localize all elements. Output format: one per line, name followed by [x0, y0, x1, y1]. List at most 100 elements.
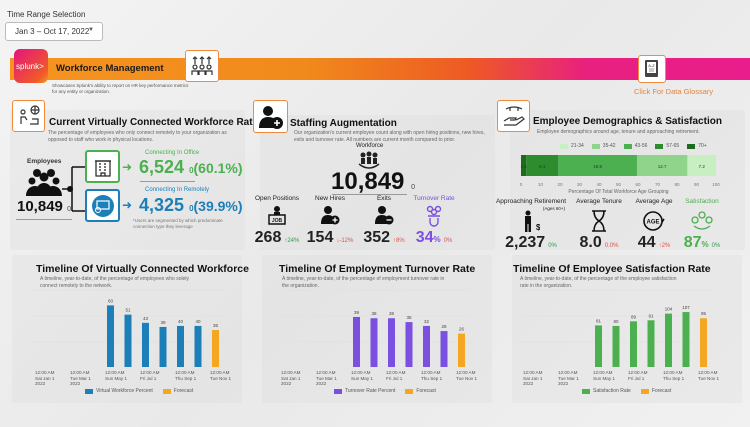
- hand-care-icon: [497, 100, 530, 132]
- metric-label: Turnover Rate: [413, 195, 455, 202]
- x-tick-label: 12:00 AM Sun May 1: [105, 370, 127, 381]
- glossary-book-icon[interactable]: A-Z: [638, 55, 666, 83]
- bar[interactable]: [388, 318, 395, 367]
- workforce-value: 10,849 0: [331, 168, 415, 195]
- staffing-metric-turnover-rate: Turnover Rate 34% 0%: [409, 195, 459, 247]
- add-person-icon: [253, 100, 288, 133]
- legend-swatch: [405, 388, 414, 394]
- forecast-bar[interactable]: [212, 330, 219, 367]
- connector-bracket: [62, 166, 86, 212]
- bar[interactable]: [682, 312, 690, 367]
- staffing-metric-exits: Exits 352 ↑8%: [359, 195, 409, 247]
- legend-swatch: [655, 143, 664, 149]
- metric-label: Exits: [376, 195, 392, 202]
- time-range-dropdown[interactable]: Jan 3 – Oct 17, 2022 ▼: [5, 22, 103, 41]
- legend-item[interactable]: Forecast: [162, 388, 193, 394]
- legend-item[interactable]: Virtual Workforce Percent: [85, 388, 153, 394]
- data-label: 60: [108, 298, 114, 303]
- bar[interactable]: [370, 318, 378, 367]
- data-label: 38: [371, 311, 377, 316]
- legend-swatch: [162, 388, 171, 394]
- tick-label: 10: [538, 182, 544, 187]
- employees-value: 10,849 0: [17, 198, 71, 215]
- data-label: 43: [143, 316, 149, 321]
- data-label: 35: [406, 315, 412, 320]
- bar[interactable]: [665, 313, 672, 367]
- legend-item: 70+: [687, 143, 707, 149]
- legend-item[interactable]: Forecast: [405, 388, 436, 394]
- employees-group-icon: [26, 168, 62, 203]
- connected-panel: [10, 110, 245, 250]
- segment-label: 19.8: [593, 164, 602, 169]
- data-label: 104: [665, 307, 673, 312]
- legend-item[interactable]: Forecast: [640, 388, 671, 394]
- chart-legend: Virtual Workforce Percent Forecast: [85, 388, 193, 394]
- job-podium-icon: JOB: [252, 205, 302, 227]
- remote-value: 4,325 0(39.9%): [139, 195, 243, 215]
- bar[interactable]: [440, 331, 448, 367]
- bar[interactable]: [647, 320, 655, 367]
- legend-item[interactable]: Satisfaction Rate: [582, 388, 631, 394]
- segment-label: 12.7: [658, 164, 667, 169]
- bar[interactable]: [630, 321, 637, 367]
- segment-label: 7.2: [699, 164, 706, 169]
- arrow-right-icon: ➜: [122, 160, 133, 174]
- bar[interactable]: [177, 325, 184, 367]
- bar-chart: 39 38 38 35 32 28 26: [279, 289, 471, 367]
- chart-subtitle: A timeline, year-to-date, of the percent…: [282, 276, 445, 289]
- bar[interactable]: [159, 326, 167, 367]
- glossary-link[interactable]: Click For Data Glossary: [634, 87, 714, 96]
- tick-label: 20: [557, 182, 563, 187]
- data-label: 95: [701, 311, 707, 316]
- svg-text:$: $: [536, 223, 540, 232]
- bar[interactable]: [124, 314, 132, 367]
- x-tick-label: 12:00 AM Fri Jul 1: [140, 370, 160, 381]
- legend-swatch: [640, 388, 649, 394]
- retirement-cane-icon: $: [491, 210, 571, 232]
- age-segment-21-34: [687, 155, 716, 176]
- metric-value: 352 ↑8%: [363, 229, 405, 246]
- chart-subtitle: A timeline, year-to-date, of the percent…: [520, 276, 677, 289]
- divider: [16, 219, 72, 220]
- age-stacked-bar-chart: 1.3 8.1 19.8 12.7 7.2 0 10 20 30 40 50 60 70 80 90 100 P…: [520, 155, 720, 195]
- age-segment-57-65: [526, 155, 559, 176]
- metric-value: 154 ↓-12%: [306, 229, 354, 246]
- time-range-value: Jan 3 – Oct 17, 2022: [15, 27, 90, 36]
- metric-value: 268 ↑24%: [254, 229, 300, 246]
- metric-value: 8.0 0.0%: [579, 234, 619, 251]
- bar[interactable]: [194, 325, 202, 367]
- bar[interactable]: [142, 322, 149, 367]
- svg-text:JOB: JOB: [272, 218, 283, 224]
- bar[interactable]: [423, 325, 430, 367]
- staffing-title: Staffing Augmentation: [290, 118, 397, 129]
- x-tick-label: 12:00 AM Tue Mar 1 2022: [70, 370, 91, 387]
- bar-chart: 60 51 43 39 40 40 36: [33, 289, 225, 367]
- age-legend: 21-34 35-42 43-56 57-65 70+: [560, 143, 707, 149]
- legend-item: 57-65: [655, 143, 679, 149]
- data-label: 51: [125, 308, 131, 313]
- bar[interactable]: [107, 305, 114, 367]
- metric-value: 44 ↑2%: [637, 234, 671, 251]
- x-tick-label: 12:00 AM Sat Jan 1 2022: [35, 370, 55, 387]
- forecast-bar[interactable]: [458, 333, 465, 367]
- x-tick-label: 12:00 AM Tue Mar 1 2022: [558, 370, 579, 387]
- remote-monitor-icon: [85, 189, 120, 222]
- forecast-bar[interactable]: [700, 318, 707, 367]
- bar[interactable]: [595, 325, 602, 367]
- bar[interactable]: [612, 325, 620, 367]
- connected-title: Current Virtually Connected Workforce Ra…: [49, 117, 262, 128]
- divider: [332, 194, 407, 195]
- age-segment-70+: [521, 155, 527, 176]
- svg-text:A-Z: A-Z: [648, 63, 655, 68]
- data-label: 39: [354, 310, 360, 315]
- x-tick-label: 12:00 AM Tue Nov 1: [456, 370, 478, 381]
- chart-title: Timeline Of Employee Satisfaction Rate: [513, 263, 711, 275]
- age-segment-43-56: [558, 155, 637, 176]
- metric-value: 2,237 0%: [505, 234, 557, 251]
- legend-item[interactable]: Turnover Rate Percent: [334, 388, 395, 394]
- bar[interactable]: [405, 322, 413, 367]
- legend-swatch: [560, 143, 568, 149]
- bar[interactable]: [353, 316, 360, 367]
- staffing-desc: Our organization's current employee coun…: [294, 130, 485, 143]
- age-segment-35-42: [636, 155, 688, 176]
